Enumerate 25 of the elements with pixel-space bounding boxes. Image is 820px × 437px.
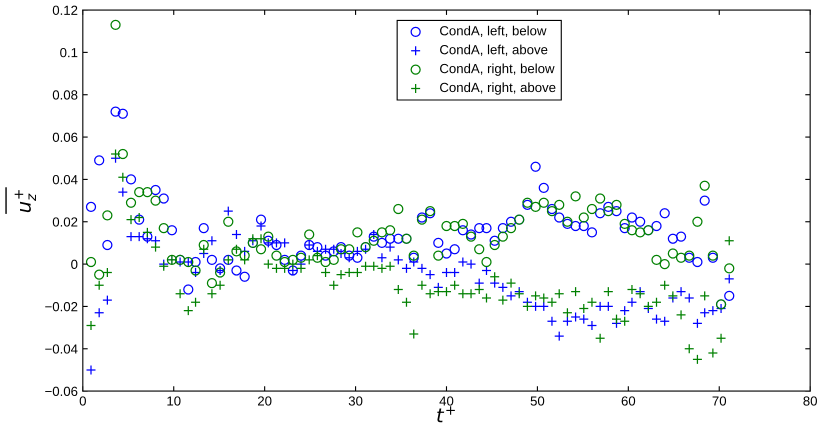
legend-label: CondA, right, below	[440, 64, 555, 76]
y-axis-title: u$^{+}$$_{z}$	[14, 190, 36, 212]
y-tick-label: 0.12	[52, 6, 78, 15]
y-tick-label: 0.1	[60, 48, 78, 58]
legend-label: CondA, right, above	[440, 82, 556, 95]
y-tick-label: 0	[71, 260, 78, 270]
x-tick-label: 60	[622, 396, 636, 406]
x-axis-title: t$^{+}$	[437, 406, 455, 422]
y-tick-label: 0.04	[52, 174, 78, 184]
legend-label: CondA, left, below	[440, 26, 546, 37]
x-tick-label: 10	[167, 396, 181, 406]
y-tick-label: −0.06	[45, 386, 78, 396]
x-tick-label: 50	[530, 396, 544, 406]
y-tick-label: −0.04	[45, 344, 78, 354]
x-tick-label: 80	[803, 396, 817, 406]
x-tick-label: 40	[439, 396, 454, 406]
y-tick-label: 0.06	[52, 132, 78, 142]
x-tick-label: 70	[712, 396, 726, 406]
x-tick-label: 20	[258, 396, 272, 406]
x-tick-label: 0	[80, 396, 86, 406]
x-tick-label: 30	[348, 396, 362, 406]
y-tick-label: −0.02	[45, 302, 78, 312]
legend-label: CondA, left, above	[440, 44, 548, 56]
y-tick-label: 0.02	[52, 217, 78, 227]
y-tick-label: 0.08	[52, 90, 78, 100]
